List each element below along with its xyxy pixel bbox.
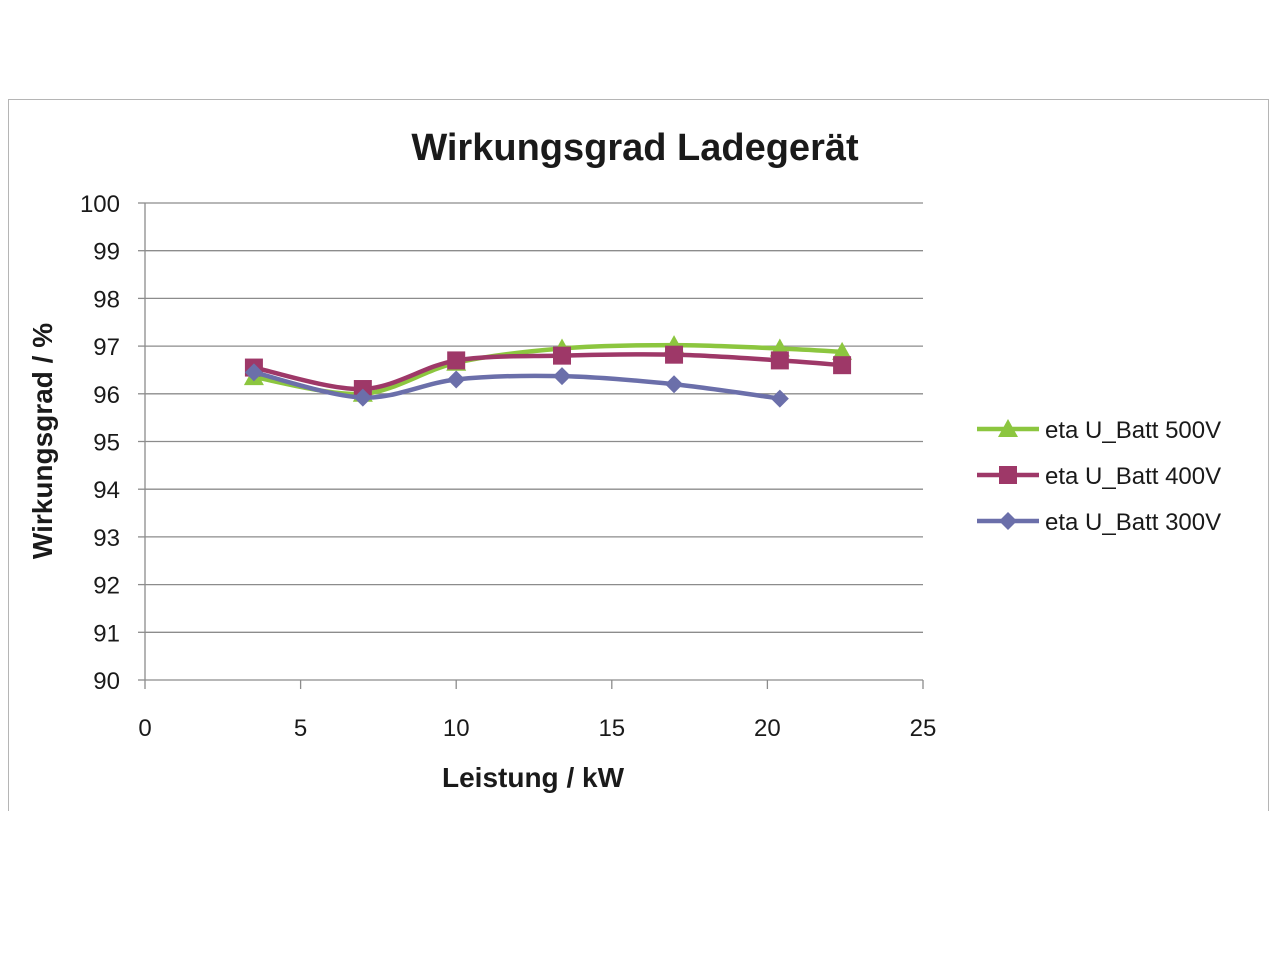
data-point (665, 345, 684, 364)
data-point (770, 351, 789, 370)
x-axis-label: Leistung / kW (442, 762, 625, 793)
y-tick-label: 90 (93, 668, 120, 695)
x-tick-label: 15 (598, 715, 625, 742)
legend-label: eta U_Batt 300V (1045, 509, 1221, 536)
data-point (553, 367, 572, 386)
x-tick-label: 5 (294, 715, 307, 742)
data-point (665, 375, 684, 394)
y-tick-label: 92 (93, 573, 120, 600)
data-point (447, 370, 466, 389)
data-point (447, 351, 466, 370)
chart-frame (8, 99, 1269, 811)
legend-marker (999, 512, 1017, 530)
y-tick-label: 95 (93, 430, 120, 457)
series-layer (243, 335, 853, 408)
y-tick-label: 94 (93, 477, 120, 504)
data-point (833, 356, 852, 375)
data-point (244, 363, 263, 382)
y-tick-label: 91 (93, 620, 120, 647)
y-tick-label: 98 (93, 286, 120, 313)
data-point (553, 346, 572, 365)
y-tick-label: 96 (93, 382, 120, 409)
y-tick-label: 100 (80, 191, 120, 218)
y-tick-label: 97 (93, 334, 120, 361)
x-tick-label: 25 (910, 715, 937, 742)
data-point (353, 388, 372, 407)
y-axis-ticks: 90 91 92 93 94 95 96 97 98 99 100 (80, 191, 145, 695)
gridlines (145, 202, 923, 633)
legend-entry: eta U_Batt 400V (977, 463, 1221, 490)
chart-title: Wirkungsgrad Ladegerät (411, 127, 859, 169)
legend: eta U_Batt 500V eta U_Batt 400V eta U_Batt… (977, 417, 1221, 536)
legend-marker (998, 419, 1018, 437)
legend-label: eta U_Batt 500V (1045, 417, 1221, 444)
data-point (832, 341, 853, 360)
data-point (770, 389, 789, 408)
series-2 (244, 345, 852, 399)
series-3 (244, 363, 789, 408)
y-tick-label: 99 (93, 239, 120, 266)
series-line (251, 370, 783, 401)
series-line (251, 352, 845, 392)
legend-entry: eta U_Batt 500V (977, 417, 1221, 444)
legend-marker (999, 466, 1017, 484)
x-tick-label: 0 (138, 715, 151, 742)
legend-label: eta U_Batt 400V (1045, 463, 1221, 490)
legend-entry: eta U_Batt 300V (977, 509, 1221, 536)
y-tick-label: 93 (93, 525, 120, 552)
x-tick-label: 10 (443, 715, 470, 742)
x-tick-label: 20 (754, 715, 781, 742)
y-axis-label: Wirkungsgrad / % (27, 323, 58, 559)
x-axis-ticks: 0 5 10 15 20 25 (138, 680, 936, 742)
